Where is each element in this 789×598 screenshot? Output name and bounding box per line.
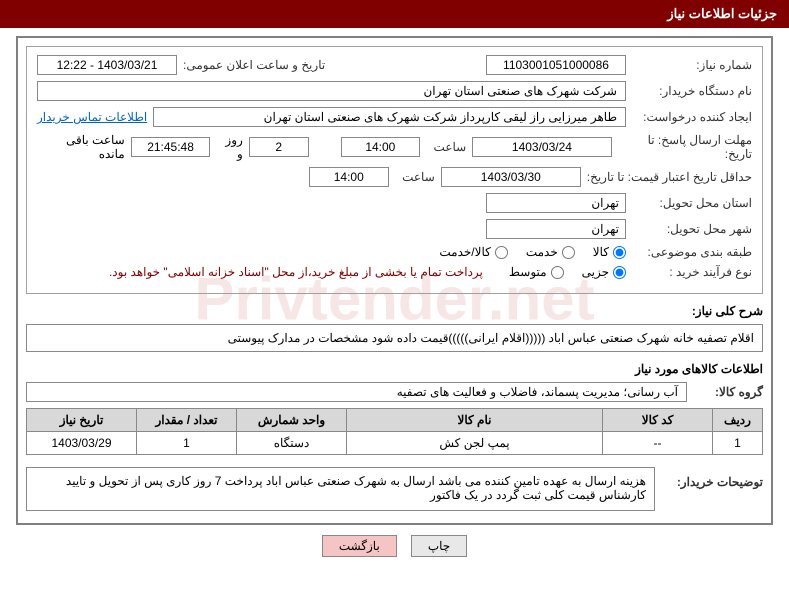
cell-code: -- <box>603 432 713 455</box>
cell-qty: 1 <box>137 432 237 455</box>
contact-link[interactable]: اطلاعات تماس خریدار <box>37 110 147 124</box>
radio-service-input[interactable] <box>562 246 575 259</box>
goods-info-label: اطلاعات کالاهای مورد نیاز <box>26 362 763 376</box>
countdown-field: 21:45:48 <box>131 137 211 157</box>
subject-class-label: طبقه بندی موضوعی: <box>632 245 752 259</box>
radio-partial-label: جزیی <box>582 265 609 279</box>
radio-partial[interactable]: جزیی <box>582 265 626 279</box>
announce-field: 1403/03/21 - 12:22 <box>37 55 177 75</box>
th-need-date: تاریخ نیاز <box>27 409 137 432</box>
goods-group-field: آب رسانی؛ مدیریت پسماند، فاضلاب و فعالیت… <box>26 382 687 402</box>
requester-label: ایجاد کننده درخواست: <box>632 110 752 124</box>
min-valid-date: 1403/03/30 <box>441 167 581 187</box>
time-label-1: ساعت <box>426 140 466 154</box>
items-table: ردیف کد کالا نام کالا واحد شمارش تعداد /… <box>26 408 763 455</box>
cell-unit: دستگاه <box>237 432 347 455</box>
need-no-field: 1103001051000086 <box>486 55 626 75</box>
radio-medium[interactable]: متوسط <box>509 265 564 279</box>
days-and-label: روز و <box>216 133 242 161</box>
page-header: جزئیات اطلاعات نیاز <box>0 0 789 28</box>
min-valid-time: 14:00 <box>309 167 389 187</box>
days-remaining: 2 <box>249 137 309 157</box>
main-frame: شماره نیاز: 1103001051000086 تاریخ و ساع… <box>16 36 773 525</box>
deadline-reply-date: 1403/03/24 <box>472 137 611 157</box>
delivery-province-label: استان محل تحویل: <box>632 196 752 210</box>
process-type-radios: جزیی متوسط <box>509 265 626 279</box>
radio-service-label: خدمت <box>526 245 558 259</box>
th-qty: تعداد / مقدار <box>137 409 237 432</box>
deadline-reply-label: مهلت ارسال پاسخ: تا تاریخ: <box>618 133 752 161</box>
radio-goods-input[interactable] <box>613 246 626 259</box>
time-label-2: ساعت <box>395 170 435 184</box>
cell-idx: 1 <box>713 432 763 455</box>
radio-goods-service[interactable]: کالا/خدمت <box>439 245 507 259</box>
table-row: 1 -- پمپ لجن کش دستگاه 1 1403/03/29 <box>27 432 763 455</box>
radio-goods[interactable]: کالا <box>593 245 626 259</box>
remaining-label: ساعت باقی مانده <box>37 133 125 161</box>
delivery-province-field: تهران <box>486 193 626 213</box>
requester-field: طاهر میرزایی راز لیقی کارپرداز شرکت شهرک… <box>153 107 626 127</box>
need-desc-label: شرح کلی نیاز: <box>26 304 763 318</box>
announce-label: تاریخ و ساعت اعلان عمومی: <box>183 58 325 72</box>
buyer-org-field: شرکت شهرک های صنعتی استان تهران <box>37 81 626 101</box>
goods-group-label: گروه کالا: <box>693 385 763 399</box>
buyer-org-label: نام دستگاه خریدار: <box>632 84 752 98</box>
min-valid-label: حداقل تاریخ اعتبار قیمت: تا تاریخ: <box>587 170 752 184</box>
th-row: ردیف <box>713 409 763 432</box>
print-button[interactable]: چاپ <box>411 535 467 557</box>
radio-service[interactable]: خدمت <box>526 245 575 259</box>
delivery-city-label: شهر محل تحویل: <box>632 222 752 236</box>
th-name: نام کالا <box>347 409 603 432</box>
page-title: جزئیات اطلاعات نیاز <box>667 6 777 21</box>
th-code: کد کالا <box>603 409 713 432</box>
radio-medium-label: متوسط <box>509 265 547 279</box>
process-type-label: نوع فرآیند خرید : <box>632 265 752 279</box>
back-button[interactable]: بازگشت <box>322 535 397 557</box>
need-no-label: شماره نیاز: <box>632 58 752 72</box>
radio-partial-input[interactable] <box>613 266 626 279</box>
form-frame: شماره نیاز: 1103001051000086 تاریخ و ساع… <box>26 46 763 294</box>
subject-class-radios: کالا خدمت کالا/خدمت <box>439 245 626 259</box>
radio-medium-input[interactable] <box>551 266 564 279</box>
buyer-notes-label: توضیحات خریدار: <box>663 463 763 489</box>
th-unit: واحد شمارش <box>237 409 347 432</box>
footer-buttons: چاپ بازگشت <box>0 535 789 557</box>
radio-goods-label: کالا <box>593 245 609 259</box>
deadline-reply-time: 14:00 <box>341 137 421 157</box>
radio-goods-service-label: کالا/خدمت <box>439 245 490 259</box>
delivery-city-field: تهران <box>486 219 626 239</box>
table-header-row: ردیف کد کالا نام کالا واحد شمارش تعداد /… <box>27 409 763 432</box>
cell-need-date: 1403/03/29 <box>27 432 137 455</box>
radio-goods-service-input[interactable] <box>495 246 508 259</box>
need-desc-box: اقلام تصفیه خانه شهرک صنعتی عباس اباد ((… <box>26 324 763 352</box>
payment-note: پرداخت تمام یا بخشی از مبلغ خرید،از محل … <box>109 265 483 279</box>
buyer-notes-box: هزینه ارسال به عهده تامین کننده می باشد … <box>26 467 655 511</box>
cell-name: پمپ لجن کش <box>347 432 603 455</box>
